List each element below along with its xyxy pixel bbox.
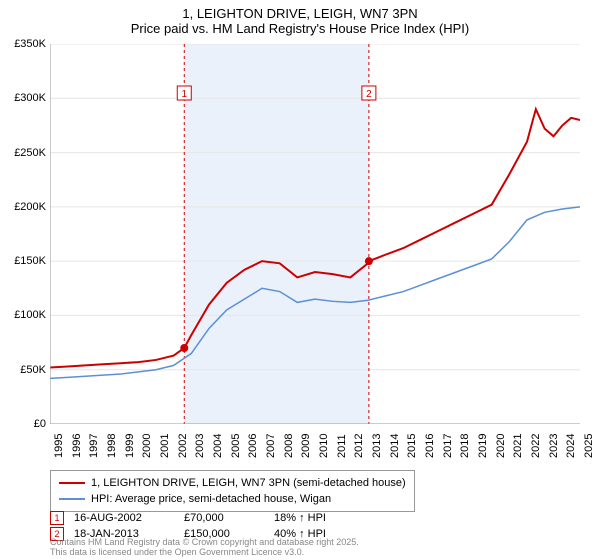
- x-tick-label: 2003: [194, 434, 206, 458]
- x-tick-label: 2007: [265, 434, 277, 458]
- y-tick-label: £0: [34, 418, 46, 430]
- copyright-notice: Contains HM Land Registry data © Crown c…: [50, 538, 359, 558]
- x-tick-label: 2006: [247, 434, 259, 458]
- chart-area: £0£50K£100K£150K£200K£250K£300K£350K 12 …: [50, 44, 580, 424]
- sale-marker: 1: [50, 511, 64, 525]
- x-tick-label: 2014: [389, 434, 401, 458]
- title-line2: Price paid vs. HM Land Registry's House …: [0, 21, 600, 36]
- svg-text:2: 2: [366, 89, 372, 100]
- x-tick-label: 2025: [583, 434, 595, 458]
- x-tick-label: 2002: [177, 434, 189, 458]
- x-tick-label: 1997: [88, 434, 100, 458]
- x-tick-label: 2005: [230, 434, 242, 458]
- x-tick-label: 2023: [548, 434, 560, 458]
- y-tick-label: £300K: [14, 92, 46, 104]
- sale-row: 1 16-AUG-2002£70,00018% ↑ HPI: [50, 510, 326, 526]
- x-tick-label: 1999: [124, 434, 136, 458]
- x-tick-label: 2024: [565, 434, 577, 458]
- y-tick-label: £50K: [20, 364, 46, 376]
- chart-container: 1, LEIGHTON DRIVE, LEIGH, WN7 3PN Price …: [0, 0, 600, 560]
- legend-swatch: [59, 482, 85, 484]
- x-tick-label: 2000: [141, 434, 153, 458]
- x-tick-label: 2021: [512, 434, 524, 458]
- svg-text:1: 1: [181, 89, 187, 100]
- x-tick-label: 1996: [71, 434, 83, 458]
- sale-date: 16-AUG-2002: [74, 512, 184, 524]
- title-line1: 1, LEIGHTON DRIVE, LEIGH, WN7 3PN: [0, 6, 600, 21]
- x-tick-label: 2013: [371, 434, 383, 458]
- x-tick-label: 1998: [106, 434, 118, 458]
- x-axis-labels: 1995 1996 1997 1998 1999 2000 2001 2002 2003 2004…: [50, 428, 580, 468]
- chart-title: 1, LEIGHTON DRIVE, LEIGH, WN7 3PN Price …: [0, 0, 600, 36]
- x-tick-label: 2001: [159, 434, 171, 458]
- y-axis-labels: £0£50K£100K£150K£200K£250K£300K£350K: [2, 44, 48, 424]
- x-tick-label: 2012: [353, 434, 365, 458]
- x-tick-label: 2009: [300, 434, 312, 458]
- y-tick-label: £150K: [14, 255, 46, 267]
- x-tick-label: 1995: [53, 434, 65, 458]
- x-tick-label: 2011: [336, 434, 348, 458]
- legend-row: 1, LEIGHTON DRIVE, LEIGH, WN7 3PN (semi-…: [59, 475, 406, 491]
- legend: 1, LEIGHTON DRIVE, LEIGH, WN7 3PN (semi-…: [50, 470, 415, 512]
- x-tick-label: 2022: [530, 434, 542, 458]
- chart-svg: 12: [50, 44, 580, 424]
- sale-price: £70,000: [184, 512, 274, 524]
- legend-swatch: [59, 498, 85, 500]
- x-tick-label: 2004: [212, 434, 224, 458]
- legend-label: 1, LEIGHTON DRIVE, LEIGH, WN7 3PN (semi-…: [91, 477, 406, 489]
- x-tick-label: 2016: [424, 434, 436, 458]
- legend-label: HPI: Average price, semi-detached house,…: [91, 493, 331, 505]
- copyright-line2: This data is licensed under the Open Gov…: [50, 548, 359, 558]
- y-tick-label: £200K: [14, 201, 46, 213]
- y-tick-label: £350K: [14, 38, 46, 50]
- x-tick-label: 2017: [442, 434, 454, 458]
- x-tick-label: 2015: [406, 434, 418, 458]
- sale-diff: 18% ↑ HPI: [274, 512, 326, 524]
- legend-row: HPI: Average price, semi-detached house,…: [59, 491, 406, 507]
- y-tick-label: £100K: [14, 309, 46, 321]
- x-tick-label: 2018: [459, 434, 471, 458]
- x-tick-label: 2020: [495, 434, 507, 458]
- x-tick-label: 2008: [283, 434, 295, 458]
- x-tick-label: 2019: [477, 434, 489, 458]
- x-tick-label: 2010: [318, 434, 330, 458]
- y-tick-label: £250K: [14, 147, 46, 159]
